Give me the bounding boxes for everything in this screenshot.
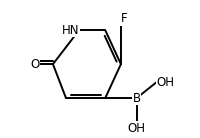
Text: B: B: [133, 92, 141, 105]
Text: O: O: [30, 58, 39, 71]
Text: OH: OH: [128, 122, 146, 135]
Text: HN: HN: [62, 24, 79, 37]
Text: OH: OH: [156, 76, 174, 89]
Text: F: F: [121, 12, 128, 25]
